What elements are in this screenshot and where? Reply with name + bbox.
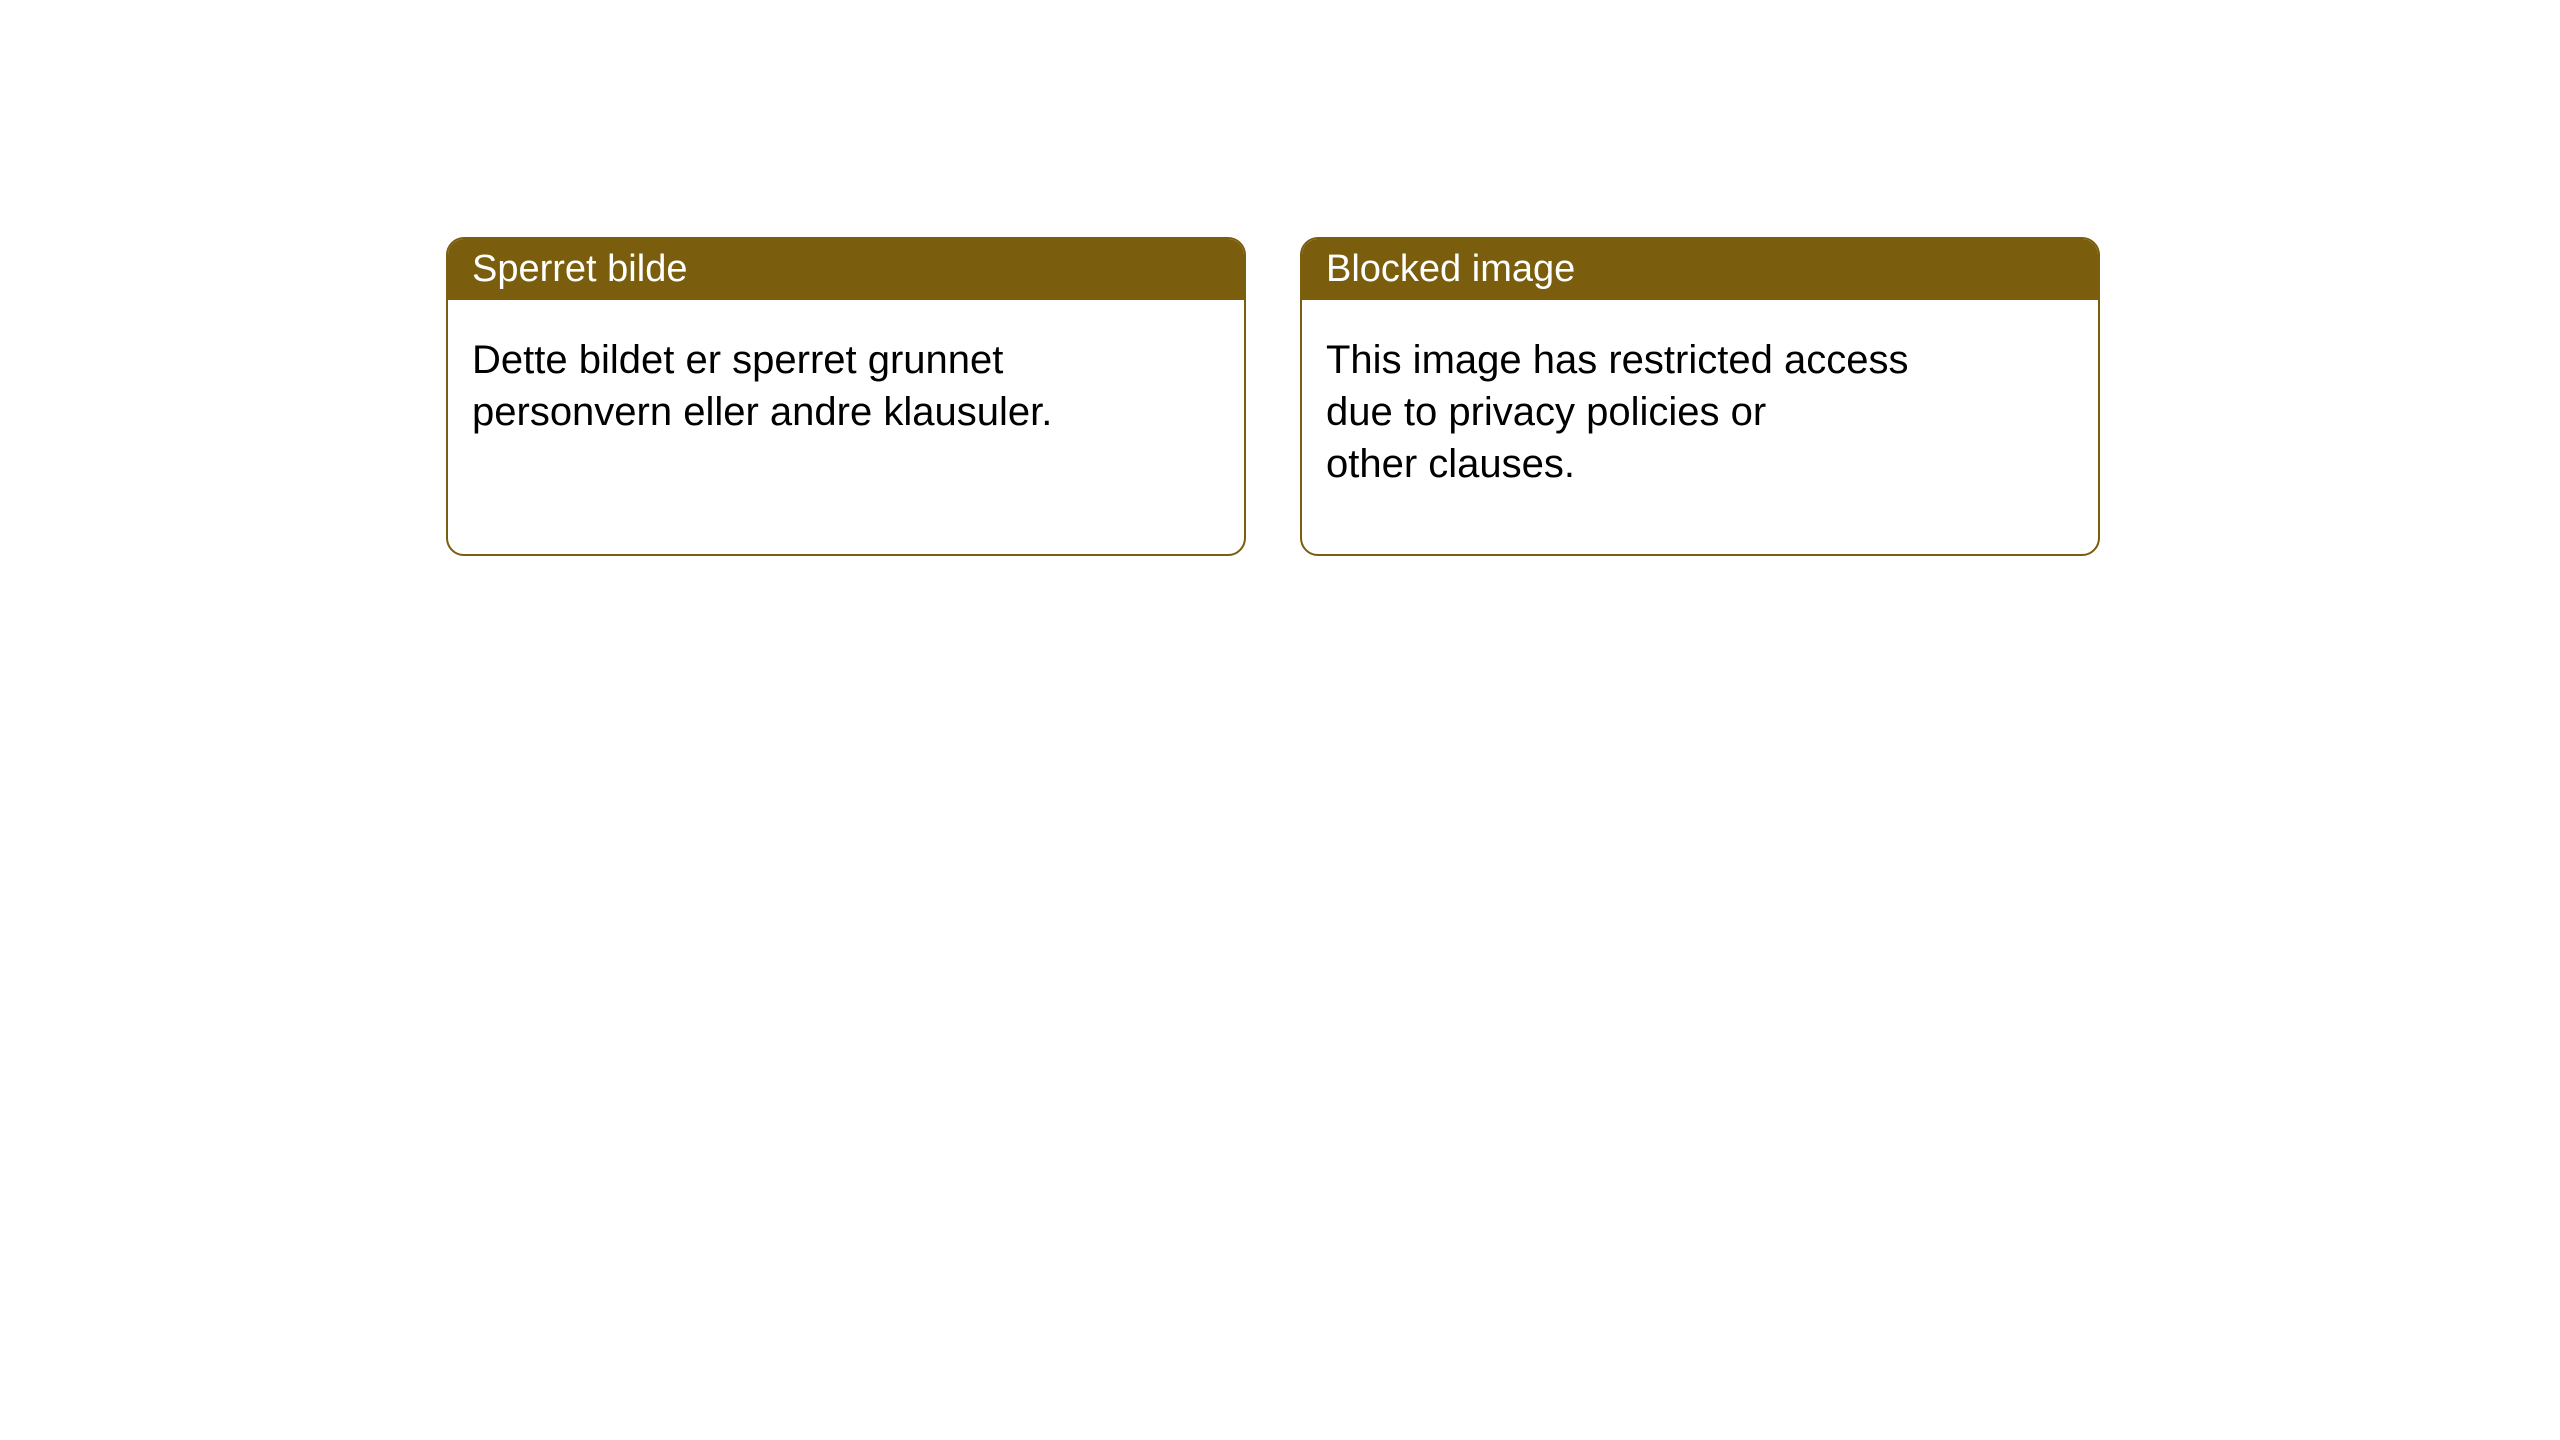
notice-container: Sperret bilde Dette bildet er sperret gr… [0, 0, 2560, 556]
notice-body-norwegian: Dette bildet er sperret grunnet personve… [448, 300, 1128, 502]
notice-header-norwegian: Sperret bilde [448, 239, 1244, 300]
notice-card-norwegian: Sperret bilde Dette bildet er sperret gr… [446, 237, 1246, 556]
notice-header-english: Blocked image [1302, 239, 2098, 300]
notice-card-english: Blocked image This image has restricted … [1300, 237, 2100, 556]
notice-body-english: This image has restricted access due to … [1302, 300, 1982, 554]
